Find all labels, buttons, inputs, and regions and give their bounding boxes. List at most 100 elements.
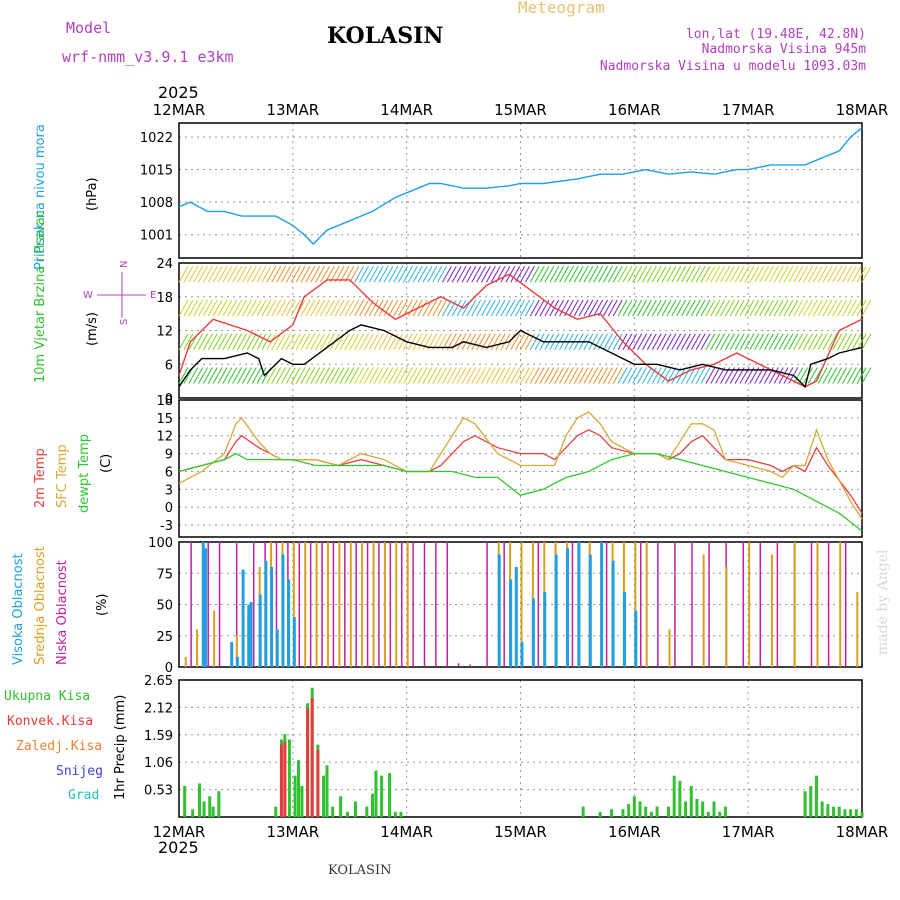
wind-unit: (m/s) xyxy=(85,312,100,346)
wind-arrow xyxy=(768,367,779,384)
wind-arrow xyxy=(773,367,784,384)
wind-arrow xyxy=(646,266,657,283)
wind-arrow xyxy=(588,367,599,384)
precip-bar xyxy=(860,811,864,817)
cloud-bar xyxy=(810,542,813,667)
pressure-unit: (hPa) xyxy=(85,177,100,211)
wind-arrow xyxy=(705,333,716,350)
cloud-bar xyxy=(708,542,710,667)
credit: made by Angel xyxy=(875,549,891,655)
wind-arrow xyxy=(832,299,843,317)
wind-arrow xyxy=(495,299,506,317)
wind-arrow xyxy=(315,333,326,350)
wind-arrow xyxy=(290,299,301,317)
wind-arrow xyxy=(300,333,311,350)
wind-arrow xyxy=(656,333,667,350)
wind-arrow xyxy=(305,299,316,317)
wind-arrow xyxy=(246,333,257,350)
precip-bar xyxy=(684,801,688,817)
wind-arrow xyxy=(520,299,530,317)
station-title: KOLASIN xyxy=(327,23,444,49)
y-tick-label: 6 xyxy=(165,465,173,480)
wind-arrow xyxy=(681,333,691,350)
wind-arrow xyxy=(222,299,233,317)
wind-arrow xyxy=(334,299,345,317)
wind-arrow xyxy=(354,266,365,283)
wind-arrow xyxy=(481,266,491,283)
cloud-bar xyxy=(605,542,608,667)
wind-arrow xyxy=(393,299,404,317)
precip-bar xyxy=(297,760,301,817)
precip-bar xyxy=(849,809,853,817)
wind-arrow xyxy=(754,333,765,350)
panel-2: -3 0 3 6 9 12 15 18 xyxy=(156,394,863,538)
wind-arrow xyxy=(817,333,828,350)
precip-bar xyxy=(706,811,710,817)
wind-arrow xyxy=(856,333,867,350)
wind-arrow xyxy=(524,266,535,283)
wind-arrow xyxy=(778,333,789,350)
wind-arrow xyxy=(793,299,804,317)
wind-arrow xyxy=(388,266,399,283)
precip-bar xyxy=(826,804,830,817)
wind-arrow xyxy=(700,266,711,283)
wind-arrow xyxy=(817,266,828,283)
cloud-bar xyxy=(298,542,301,667)
wind-arrow xyxy=(334,367,345,384)
wind-arrow xyxy=(539,367,550,384)
precip-bar xyxy=(649,811,653,817)
cloud-bar xyxy=(514,567,518,667)
wind-arrow xyxy=(417,266,428,283)
cloud-unit: (%) xyxy=(95,594,110,617)
wind-arrow xyxy=(578,266,589,283)
wind-arrow xyxy=(607,333,618,350)
cloud-bar xyxy=(645,542,648,667)
wind-arrow xyxy=(563,367,574,384)
wind-arrow xyxy=(383,299,394,317)
wind-arrow xyxy=(563,266,574,283)
y-tick-label: 1015 xyxy=(140,164,173,179)
wind-arrow xyxy=(495,333,506,350)
wind-arrow xyxy=(266,299,277,317)
precip-bar xyxy=(388,773,392,817)
wind-arrow xyxy=(632,367,643,384)
wind-arrow xyxy=(183,333,194,350)
wind-arrow xyxy=(378,367,389,384)
wind-arrow xyxy=(515,367,526,384)
wind-arrow xyxy=(310,266,321,283)
cloud-bar xyxy=(264,560,268,667)
wind-arrow xyxy=(627,333,638,350)
panel-1: 0 6 12 18 24 xyxy=(156,257,863,407)
wind-arrow xyxy=(183,299,194,317)
wind-arrow xyxy=(783,367,794,384)
wind-arrow xyxy=(734,266,745,283)
wind-arrow xyxy=(344,367,355,384)
time-label-top: 16MAR xyxy=(608,101,661,119)
wind-arrow xyxy=(393,367,404,384)
y-tick-label: 2.65 xyxy=(144,674,173,689)
precip-bar xyxy=(316,749,320,817)
temp-title-sfc: SFC Temp xyxy=(55,444,70,508)
y-tick-label: 1008 xyxy=(140,196,173,211)
panel-frame xyxy=(178,122,863,259)
wind-arrow xyxy=(607,367,618,384)
wind-arrow xyxy=(373,333,384,350)
time-label-bottom: 17MAR xyxy=(722,823,775,841)
cloud-bar xyxy=(349,542,352,667)
wind-arrow xyxy=(402,367,413,384)
wind-arrow xyxy=(798,367,809,384)
precip-bar xyxy=(627,804,631,817)
wind-arrow xyxy=(803,266,813,283)
y-tick-label: 12 xyxy=(156,430,173,445)
wind-arrow xyxy=(700,299,711,317)
cloud-bar xyxy=(435,542,437,667)
wind-arrow xyxy=(227,299,238,317)
precip-bar xyxy=(208,796,212,817)
wind-arrow xyxy=(529,367,540,384)
cloud-bar xyxy=(292,542,295,667)
cloud-bar xyxy=(395,542,398,667)
wind-arrow xyxy=(842,367,852,384)
wind-arrow xyxy=(856,299,867,317)
wind-arrow xyxy=(339,333,350,350)
precip-bar xyxy=(678,780,682,817)
